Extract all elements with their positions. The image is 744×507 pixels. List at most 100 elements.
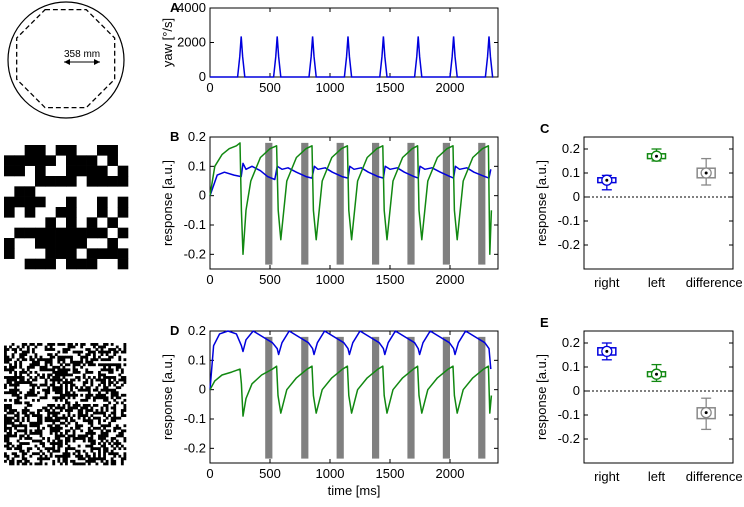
checker-cell [54, 373, 58, 377]
checker-cell [115, 424, 119, 428]
checker-cell [113, 411, 117, 415]
checker-cell [103, 383, 106, 387]
checker-cell [98, 449, 101, 453]
checker-cell [82, 355, 86, 359]
checker-cell [103, 419, 106, 423]
checker-cell [70, 360, 73, 364]
checker-cell [103, 404, 106, 407]
checker-cell [47, 376, 51, 379]
checker-cell [77, 426, 81, 430]
checker-cell [72, 404, 76, 407]
checker-cell [37, 409, 40, 412]
stimulus-bar [442, 142, 450, 265]
checker-cell [49, 358, 53, 362]
checker-cell [37, 429, 40, 433]
y-tick-label: 0.1 [562, 165, 580, 180]
checker-cell [44, 360, 48, 364]
checker-cell [105, 376, 109, 379]
checker-cell [123, 350, 127, 354]
checker-cell [14, 381, 18, 384]
checker-cell [65, 363, 68, 367]
checker-cell [6, 421, 10, 425]
checker-cell [59, 434, 63, 438]
checker-cell [65, 447, 68, 451]
checker-cell [72, 437, 76, 440]
checker-cell [98, 376, 101, 379]
checker-cell [85, 348, 89, 351]
checker-cell [55, 207, 67, 218]
checker-cell [49, 368, 53, 372]
checker-cell [65, 381, 68, 384]
checker-cell [59, 406, 63, 410]
checker-cell [65, 419, 68, 423]
checker-cell [52, 426, 56, 430]
y-tick-label: 0 [199, 188, 206, 203]
checker-cell [54, 353, 58, 357]
checker-cell [85, 434, 89, 438]
checker-cell [16, 414, 20, 418]
checker-cell [34, 360, 38, 364]
checker-cell [75, 454, 79, 458]
checker-cell [42, 373, 45, 377]
checker-cell [11, 368, 15, 372]
checker-cell [66, 145, 77, 156]
checker-cell [14, 370, 18, 374]
checker-cell [59, 426, 63, 430]
checker-cell [62, 416, 66, 420]
checker-cell [82, 376, 86, 379]
checker-cell [14, 393, 18, 397]
checker-cell [14, 383, 18, 387]
checker-cell [65, 368, 68, 372]
checker-cell [75, 343, 79, 346]
checker-cell [105, 447, 109, 451]
checker-cell [54, 426, 58, 430]
checker-cell [37, 462, 40, 466]
checker-cell [100, 373, 104, 377]
checker-cell [67, 404, 71, 407]
checker-cell [9, 459, 12, 463]
checker-cell [67, 411, 71, 415]
checker-cell [85, 353, 89, 357]
checker-cell [113, 419, 117, 423]
checker-cell [31, 358, 35, 362]
checker-cell [52, 378, 56, 382]
checker-cell [14, 401, 18, 405]
checker-cell [115, 401, 119, 405]
checker-cell [19, 442, 23, 445]
checker-cell [92, 358, 96, 362]
checker-cell [57, 457, 61, 461]
checker-cell [55, 145, 67, 156]
checker-cell [44, 368, 48, 372]
checker-cell [26, 365, 30, 369]
checker-cell [49, 424, 53, 428]
checker-cell [110, 376, 114, 379]
checker-cell [59, 416, 63, 420]
x-tick-label: 1500 [376, 466, 405, 481]
checker-cell [62, 365, 66, 369]
checker-cell [24, 411, 28, 415]
checker-cell [110, 419, 114, 423]
checker-cell [65, 388, 68, 392]
checker-cell [110, 363, 114, 367]
panel-label: B [170, 129, 179, 144]
checker-cell [19, 360, 23, 364]
checker-cell [47, 419, 51, 423]
checker-cell [11, 348, 15, 351]
checker-cell [39, 343, 43, 346]
checker-cell [103, 368, 106, 372]
checker-cell [98, 350, 101, 354]
category-label: difference [686, 275, 743, 290]
checker-cell [62, 381, 66, 384]
checker-cell [52, 439, 56, 443]
checker-cell [98, 378, 101, 382]
checker-cell [105, 391, 109, 395]
checker-cell [70, 358, 73, 362]
checker-cell [67, 401, 71, 405]
checker-cell [6, 404, 10, 407]
checker-cell [67, 406, 71, 410]
checker-cell [87, 444, 91, 448]
checker-cell [49, 411, 53, 415]
checker-cell [35, 145, 46, 156]
checker-cell [49, 442, 53, 445]
checker-cell [59, 454, 63, 458]
